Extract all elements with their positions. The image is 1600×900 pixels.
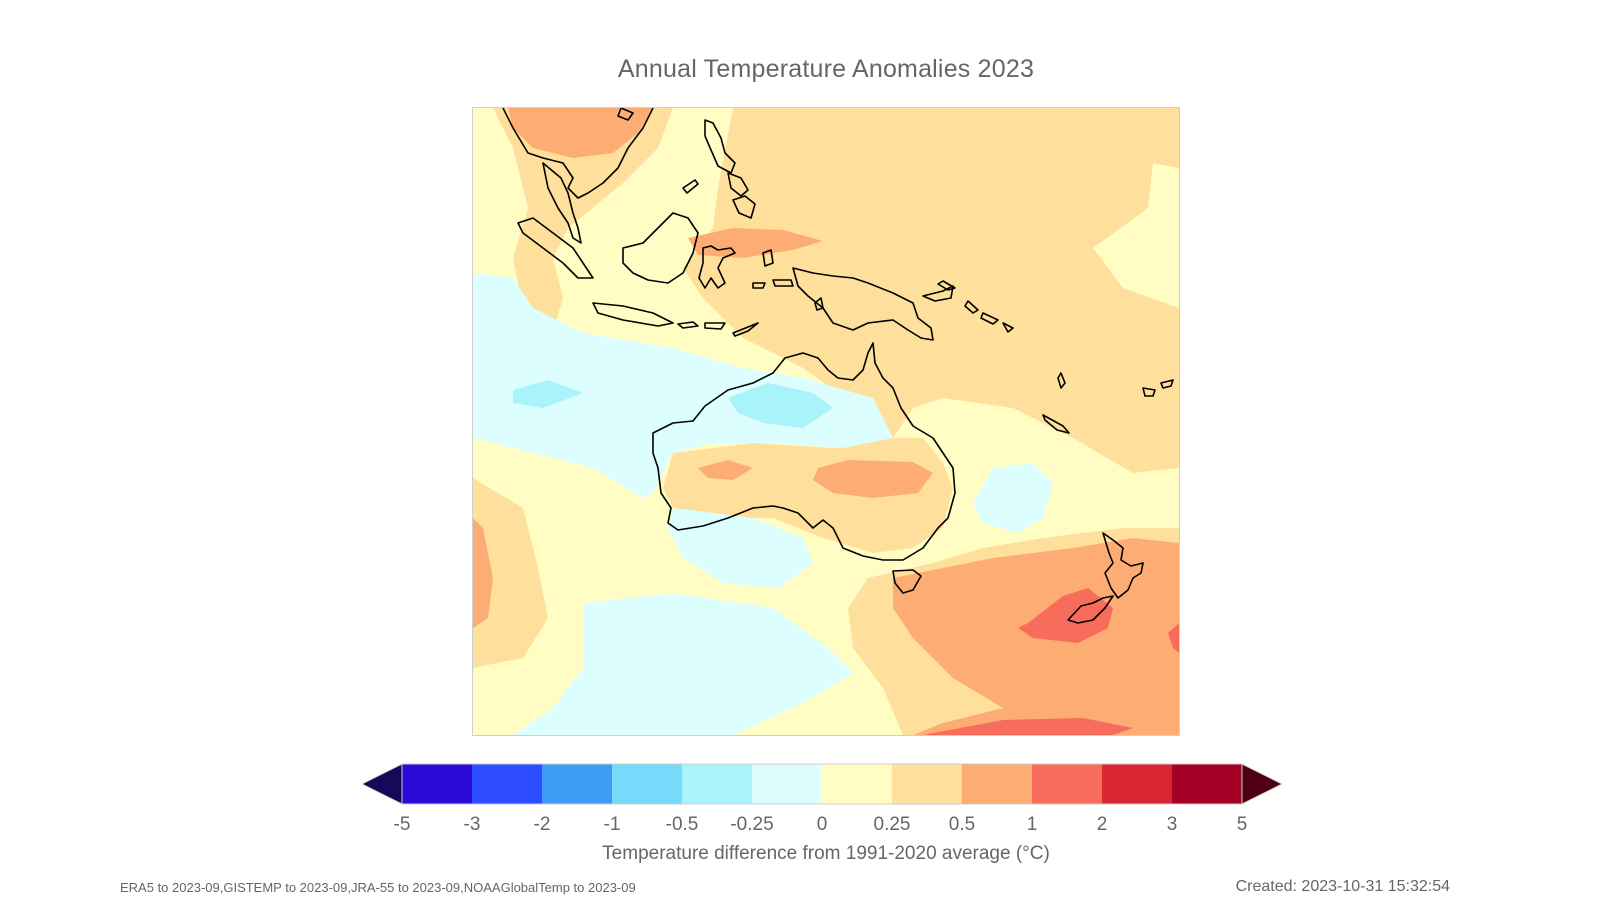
colorbar-tick-label: 0 [816,814,828,835]
colorbar [360,762,1284,806]
coastline-hainan [617,108,634,121]
colorbar-over-arrow [1241,763,1284,805]
coastline-solomon-2 [980,312,999,325]
coastline-timor [732,322,759,337]
colorbar-tick-label: 1 [1026,814,1038,835]
colorbar-swatch [1172,764,1242,804]
coastline-borneo [622,212,699,284]
colorbar-tick-label: -5 [393,814,411,835]
coastline-australia [652,342,956,561]
coastline-nz-south [1067,595,1114,624]
coastline-java [592,302,674,327]
coastline-nz-north [1102,532,1144,599]
data-sources: ERA5 to 2023-09,GISTEMP to 2023-09,JRA-5… [120,880,636,895]
coastline-philippines-3 [732,195,756,219]
colorbar-tick-label: -3 [463,814,481,835]
coastline-sunda-2 [704,322,726,330]
colorbar-swatch [682,764,752,804]
coastline-new-ireland [937,280,956,291]
coastline-philippines-4 [682,179,699,194]
coastline-sunda-1 [677,321,699,329]
anomaly-region-cool-bight [668,508,813,588]
colorbar-tick-label: -0.25 [730,814,774,835]
colorbar-tick-label: 5 [1236,814,1248,835]
anomaly-region-cold-australia-n [728,383,833,428]
coastline-philippines-1 [704,119,736,174]
colorbar-tick-label: -1 [603,814,621,835]
coastline-new-britain [922,285,954,302]
coastline-seram [772,279,794,287]
coastline-malay [542,162,582,244]
anomaly-region-warm-indian [473,478,548,668]
colorbar-swatch [962,764,1032,804]
coastline-indochina [502,108,654,199]
colorbar-swatch [822,764,892,804]
colorbar-outline [401,763,1243,805]
coastline-fiji [1142,387,1156,397]
coastline-sulawesi [698,245,736,289]
colorbar-swatch [542,764,612,804]
coastline-vanuatu [1057,372,1066,389]
colorbar-tick-label: 0.25 [873,814,911,835]
coastline-new-guinea [792,267,934,341]
colorbar-label: Temperature difference from 1991-2020 av… [602,843,1050,864]
anomaly-region-cool-indian [473,273,893,498]
colorbar-tick-label: -0.5 [665,814,699,835]
anomaly-region-hot-australia-e [813,460,933,498]
colorbar-swatch [472,764,542,804]
anomaly-region-hot-west-edge [473,518,493,628]
anomaly-region-cold-indian [513,380,583,408]
anomaly-region-cool-southern [513,593,853,735]
anomaly-region-warm-seasia [493,108,673,348]
colorbar-swatch [402,764,472,804]
created-timestamp: Created: 2023-10-31 15:32:54 [1235,878,1450,895]
coastline-new-caledonia [1042,414,1070,434]
anomaly-region-warm-pacific [683,108,1179,473]
anomaly-region-hot-australia-w [698,460,753,480]
colorbar-swatch [1032,764,1102,804]
coastline-buru [752,282,766,289]
coastlines [502,108,1174,624]
coastline-halmahera [762,249,774,267]
coastline-tasmania [892,569,922,594]
anomaly-region-hot-sulawesi [688,228,823,258]
anomaly-region-cool-tasman [973,463,1053,533]
coastline-solomon-1 [964,300,979,314]
colorbar-tick-label: -2 [533,814,551,835]
anomaly-map [472,107,1180,736]
colorbar-swatch [892,764,962,804]
colorbar-tick-label: 0.5 [948,814,976,835]
anomaly-region-veryhot-east-edge [1168,623,1179,653]
anomaly-region-veryhot-nz [1018,588,1113,643]
anomaly-region-veryhot-south [923,718,1133,735]
colorbar-tick-label: 3 [1166,814,1178,835]
colorbar-tick-label: 2 [1096,814,1108,835]
coastline-solomon-3 [1002,322,1014,333]
map-title: Annual Temperature Anomalies 2023 [617,55,1035,83]
colorbar-swatch [752,764,822,804]
coastline-aru [814,297,824,311]
coastline-philippines-2 [727,172,749,197]
coastline-sumatra [517,217,594,279]
coastline-fiji-2 [1160,379,1174,389]
colorbar-swatch [612,764,682,804]
colorbar-under-arrow [360,763,403,805]
colorbar-swatch [1102,764,1172,804]
anomaly-region-hot-indochina [508,108,653,158]
